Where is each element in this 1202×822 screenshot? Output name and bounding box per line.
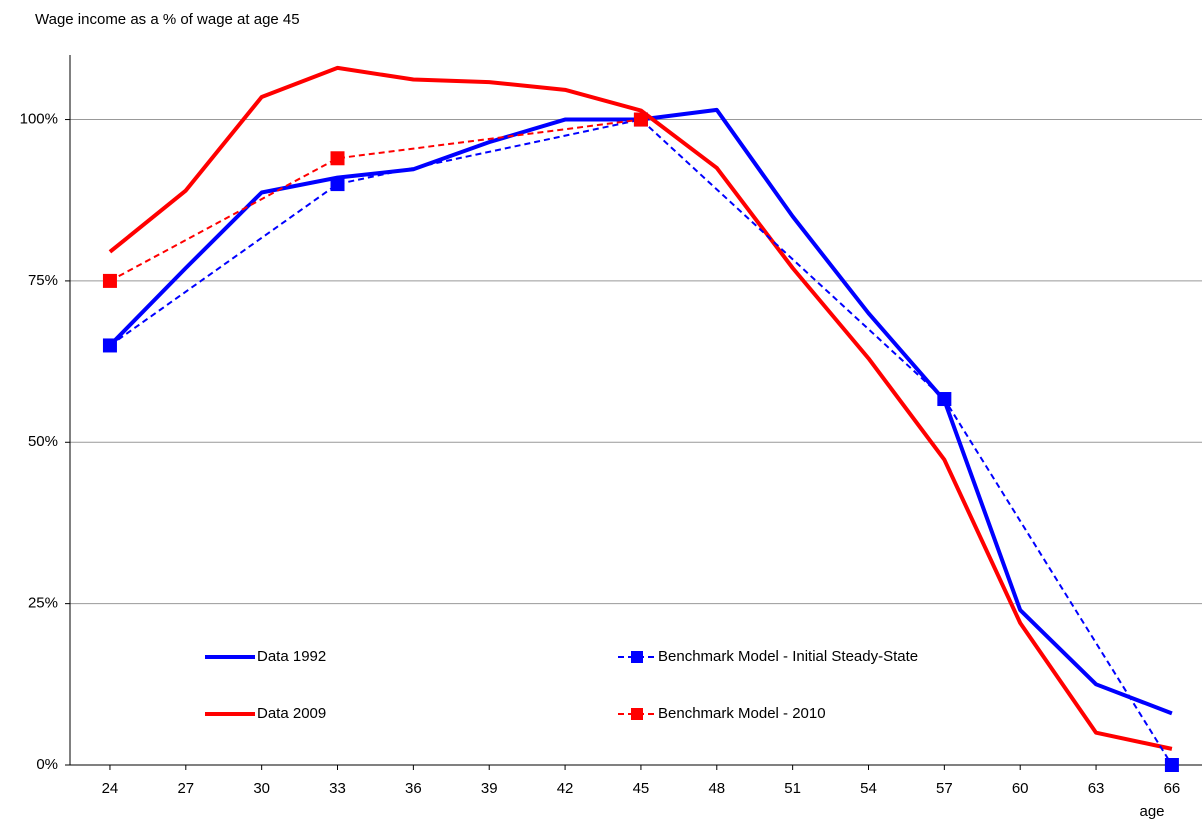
x-tick-label: 42 [557, 780, 574, 797]
series-marker [102, 338, 117, 353]
x-tick-label: 30 [253, 780, 270, 797]
x-tick-label: 54 [860, 780, 877, 797]
x-tick-label: 36 [405, 780, 422, 797]
x-tick-label: 33 [329, 780, 346, 797]
legend-label: Data 2009 [257, 705, 326, 722]
series-marker [330, 151, 345, 166]
legend-label: Benchmark Model - 2010 [658, 705, 826, 722]
series-marker [937, 392, 952, 407]
x-tick-label: 60 [1012, 780, 1029, 797]
legend-label: Benchmark Model - Initial Steady-State [658, 648, 918, 665]
x-tick-label: 39 [481, 780, 498, 797]
series-marker [1164, 758, 1179, 772]
x-tick-label: 24 [102, 780, 119, 797]
x-tick-label: 27 [177, 780, 194, 797]
y-tick-label: 50% [28, 433, 58, 450]
series-line [108, 65, 1173, 751]
y-tick-label: 0% [36, 756, 58, 773]
legend-label: Data 1992 [257, 648, 326, 665]
y-tick-label: 25% [28, 595, 58, 612]
series-marker [330, 177, 345, 192]
y-tick-label: 75% [28, 272, 58, 289]
x-tick-label: 63 [1088, 780, 1105, 797]
series-line [108, 107, 1173, 716]
y-tick-label: 100% [20, 111, 58, 128]
x-tick-label: 45 [633, 780, 650, 797]
legend-marker [631, 651, 643, 663]
series-line [109, 118, 1173, 766]
legend-marker [631, 708, 643, 720]
x-axis-title: age [1139, 803, 1164, 820]
y-axis-title: Wage income as a % of wage at age 45 [35, 11, 300, 28]
x-tick-label: 48 [708, 780, 725, 797]
x-tick-label: 57 [936, 780, 953, 797]
x-tick-label: 66 [1164, 780, 1181, 797]
series-marker [633, 112, 648, 127]
series-marker [102, 273, 117, 288]
x-tick-label: 51 [784, 780, 801, 797]
series-line [109, 118, 642, 282]
